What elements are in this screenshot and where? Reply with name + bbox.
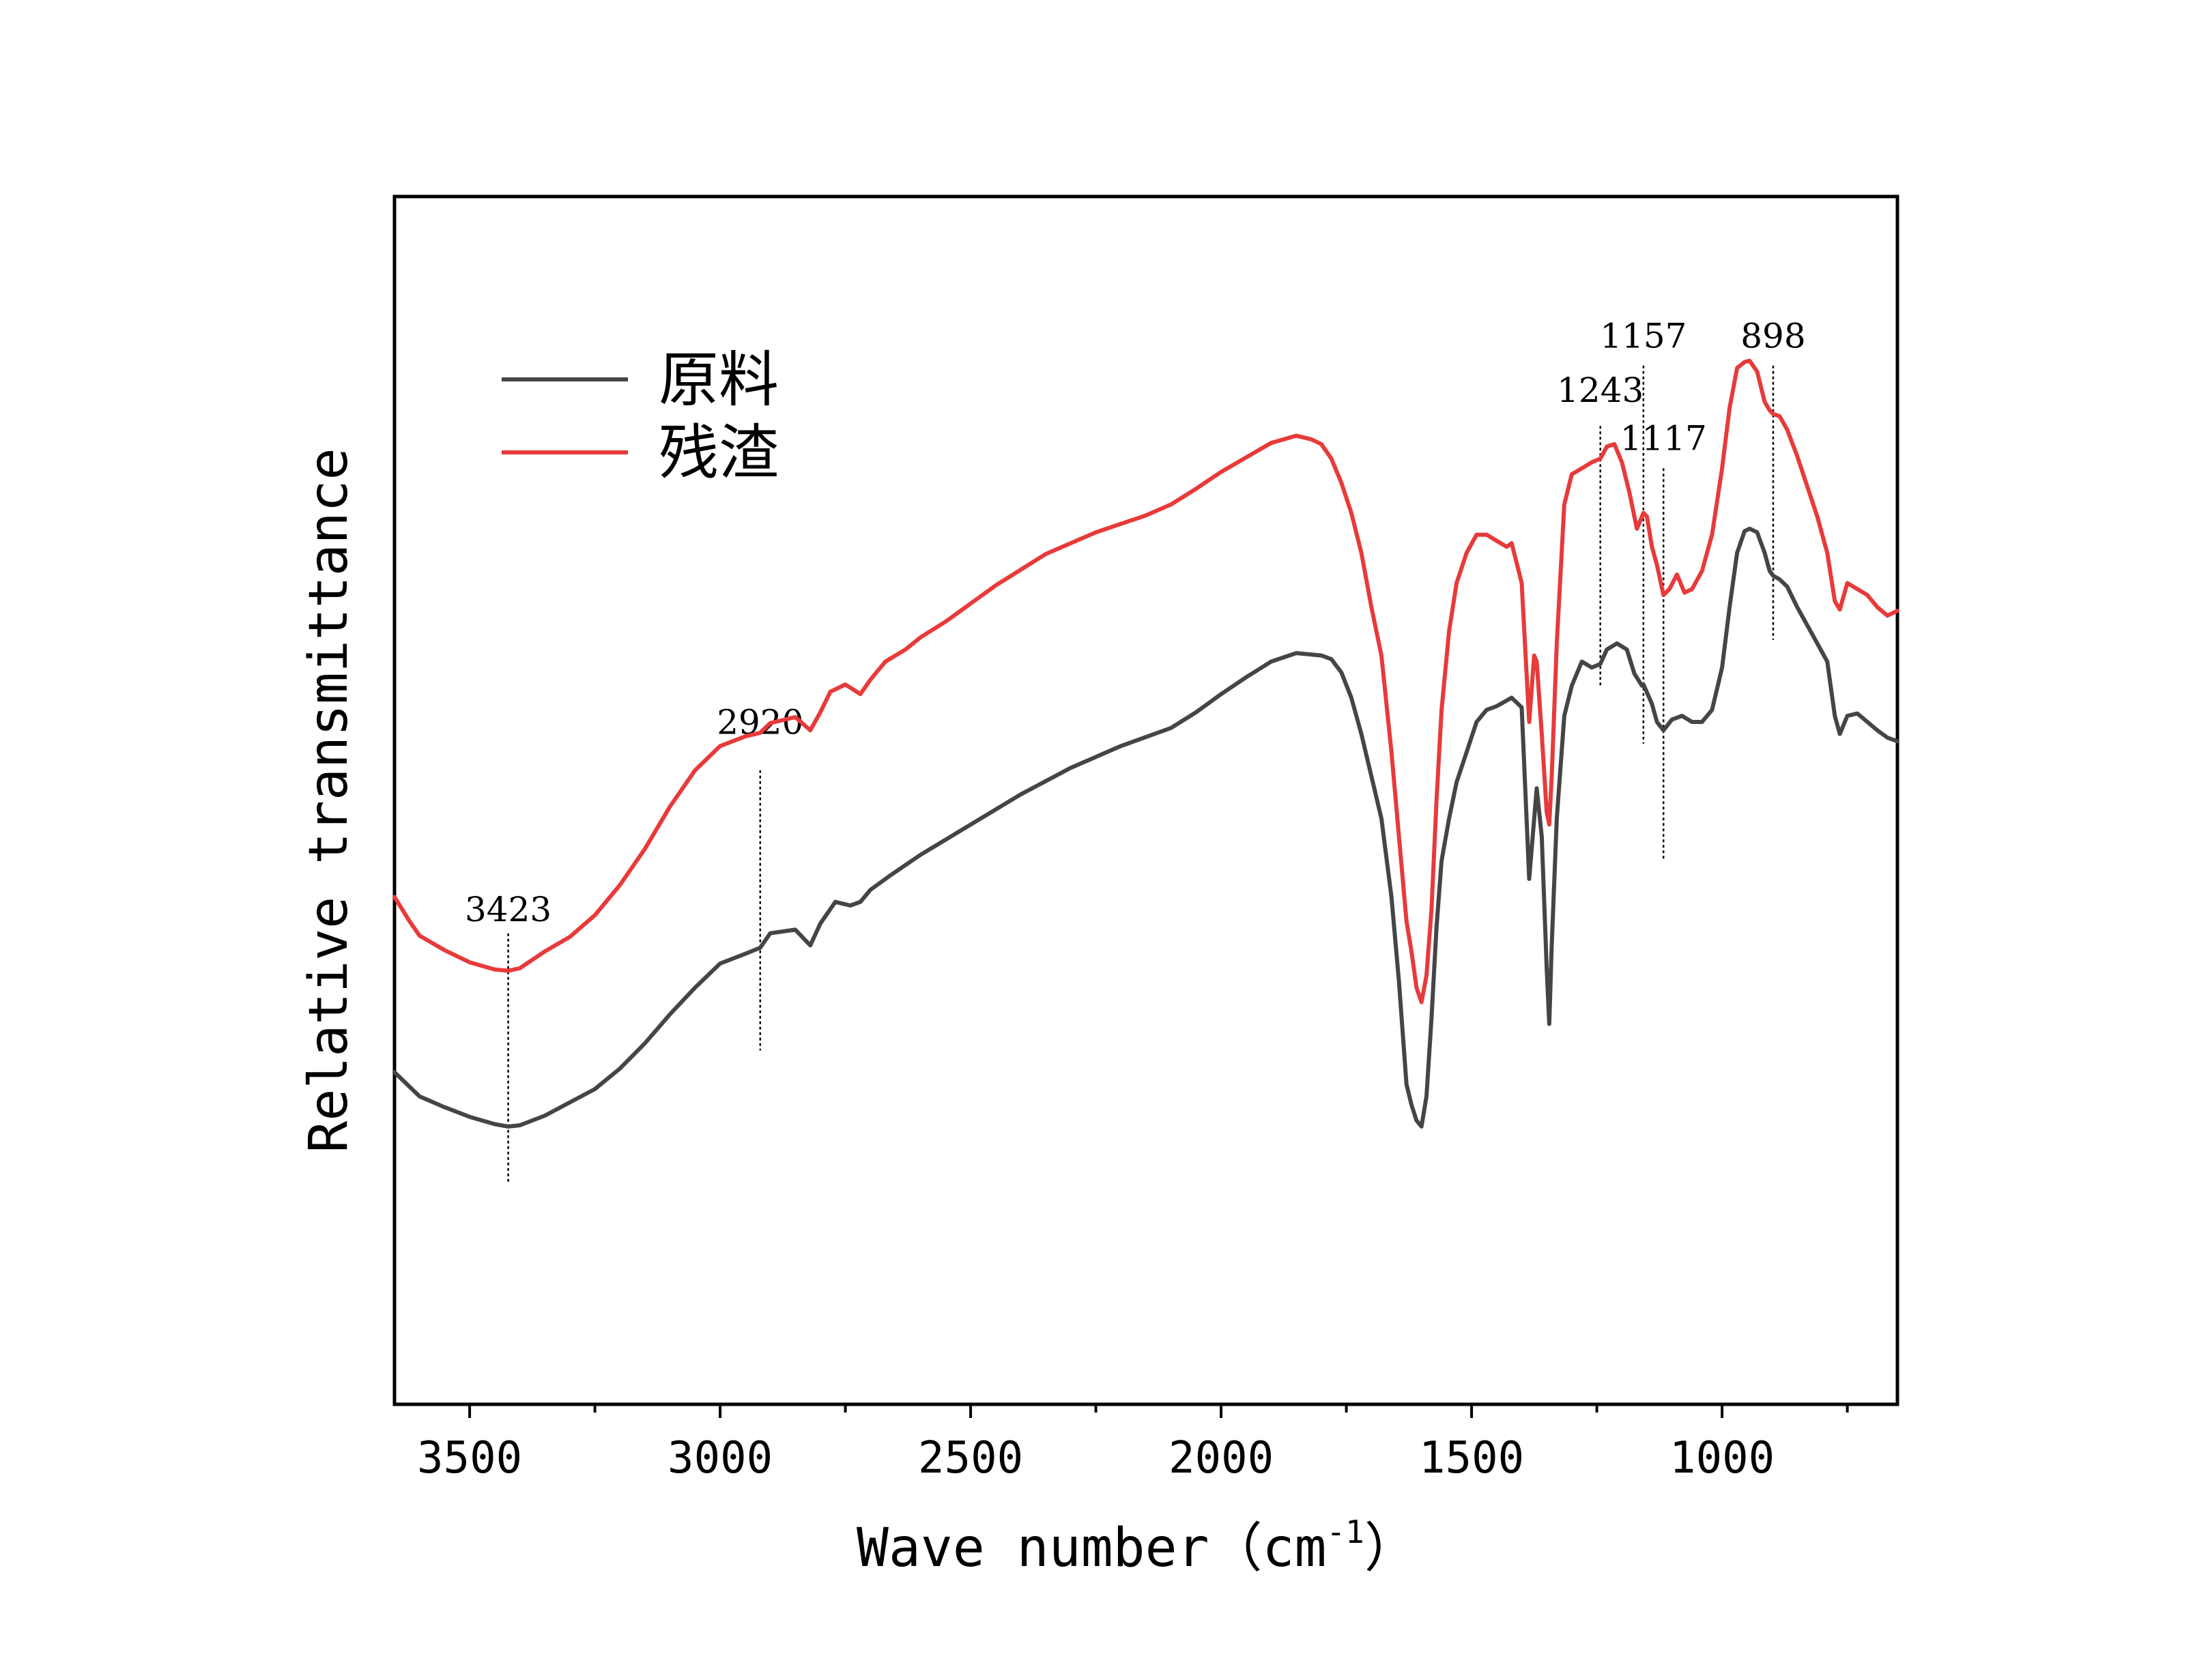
x-tick-label-2000: 2000	[1168, 1433, 1274, 1483]
minor-x-ticks	[593, 1404, 1849, 1413]
peak-label-898: 898	[1740, 316, 1805, 356]
x-ticks: 3500 3000 2500 2000 1500 1000	[417, 1404, 1775, 1483]
series-line-raw-material	[392, 526, 1899, 1129]
legend-label-raw-material: 原料	[659, 345, 779, 415]
x-axis-label: Wave number（cm-1）	[857, 1514, 1418, 1579]
peak-label-1117: 1117	[1620, 419, 1707, 459]
x-tick-label-3500: 3500	[417, 1433, 522, 1483]
peak-label-2920: 2920	[717, 703, 803, 742]
x-tick-label-2500: 2500	[918, 1433, 1023, 1483]
x-tick-label-1500: 1500	[1419, 1433, 1524, 1483]
x-tick-label-1000: 1000	[1669, 1433, 1775, 1483]
series-lines	[392, 358, 1899, 1129]
peak-label-1157: 1157	[1600, 316, 1687, 356]
plot-frame	[392, 194, 1899, 1406]
legend-label-residue: 残渣	[659, 418, 779, 488]
legend: 原料 残渣	[502, 345, 779, 488]
series-line-residue	[392, 358, 1899, 1004]
y-axis-label: Relative transmittance	[298, 448, 360, 1153]
peak-label-1243: 1243	[1557, 371, 1644, 410]
peak-label-3423: 3423	[465, 890, 551, 929]
x-tick-label-3000: 3000	[668, 1433, 773, 1483]
